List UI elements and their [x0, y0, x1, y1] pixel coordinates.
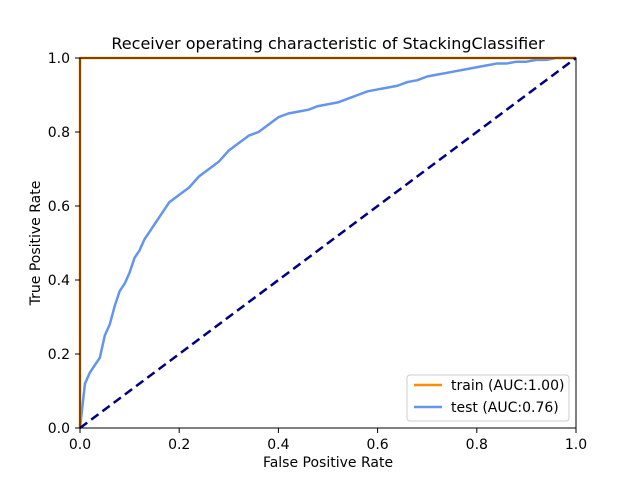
legend-label-train: train (AUC:1.00): [451, 378, 564, 394]
y-ticks: 0.0 0.2 0.4 0.6 0.8 1.0: [48, 51, 80, 437]
x-tick-label: 0.6: [366, 437, 388, 453]
x-tick-label: 1.0: [565, 437, 587, 453]
legend-box: [406, 374, 570, 422]
x-tick-label: 0.2: [168, 437, 190, 453]
y-tick-label: 0.8: [48, 125, 70, 141]
x-axis-label: False Positive Rate: [263, 455, 393, 471]
x-ticks: 0.0 0.2 0.4 0.6 0.8 1.0: [69, 428, 587, 453]
x-tick-label: 0.0: [69, 437, 91, 453]
chart-title: Receiver operating characteristic of Sta…: [111, 34, 545, 53]
plot-frame: [79, 57, 577, 429]
chance-diagonal-line: [79, 56, 577, 430]
y-tick-label: 0.0: [48, 421, 70, 437]
y-axis-label: True Positive Rate: [28, 181, 44, 307]
y-tick-label: 1.0: [48, 51, 70, 67]
x-tick-label: 0.4: [267, 437, 289, 453]
series-test-line: [78, 56, 576, 429]
legend: train (AUC:1.00) test (AUC:0.76): [406, 374, 570, 422]
y-tick-label: 0.6: [48, 199, 70, 215]
y-tick-label: 0.2: [48, 347, 70, 363]
axes-layer: [79, 57, 577, 429]
legend-label-test: test (AUC:0.76): [451, 400, 559, 416]
y-tick-label: 0.4: [48, 273, 70, 289]
x-tick-label: 0.8: [466, 437, 488, 453]
